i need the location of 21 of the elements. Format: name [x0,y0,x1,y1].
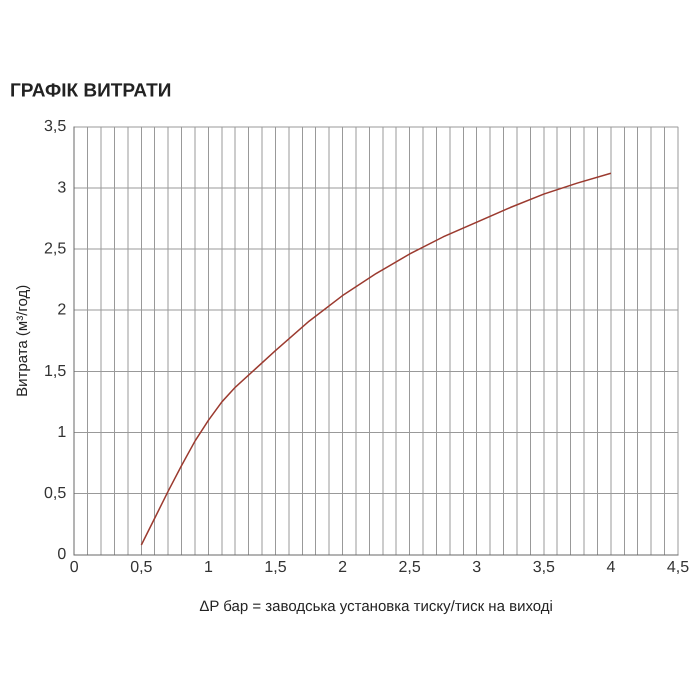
y-tick-label: 2,5 [44,240,66,258]
x-tick-label: 1 [204,558,213,576]
x-axis-title: ΔP бар = заводська установка тиску/тиск на виході [199,598,553,616]
x-tick-label: 3 [472,558,482,576]
x-tick-label: 2 [338,558,348,576]
x-tick-label: 0,5 [130,558,153,576]
y-tick-label: 1,5 [44,362,66,380]
y-tick-label: 3,5 [44,118,66,136]
y-tick-label: 2 [57,302,66,319]
y-axis-title: Витрата (м³/год) [14,284,32,397]
chart-title: ГРАФІК ВИТРАТИ [10,80,172,102]
x-tick-label: 4 [606,558,616,576]
x-tick-label: 0 [70,558,79,576]
x-tick-label: 1,5 [264,558,287,576]
x-tick-label: 4,5 [666,558,690,576]
x-tick-label: 2,5 [398,558,421,576]
y-tick-label: 1 [57,424,66,441]
y-tick-label: 0,5 [44,485,66,502]
y-tick-label: 3 [57,179,66,196]
x-tick-label: 3,5 [532,558,556,576]
y-tick-label: 0 [57,546,66,564]
